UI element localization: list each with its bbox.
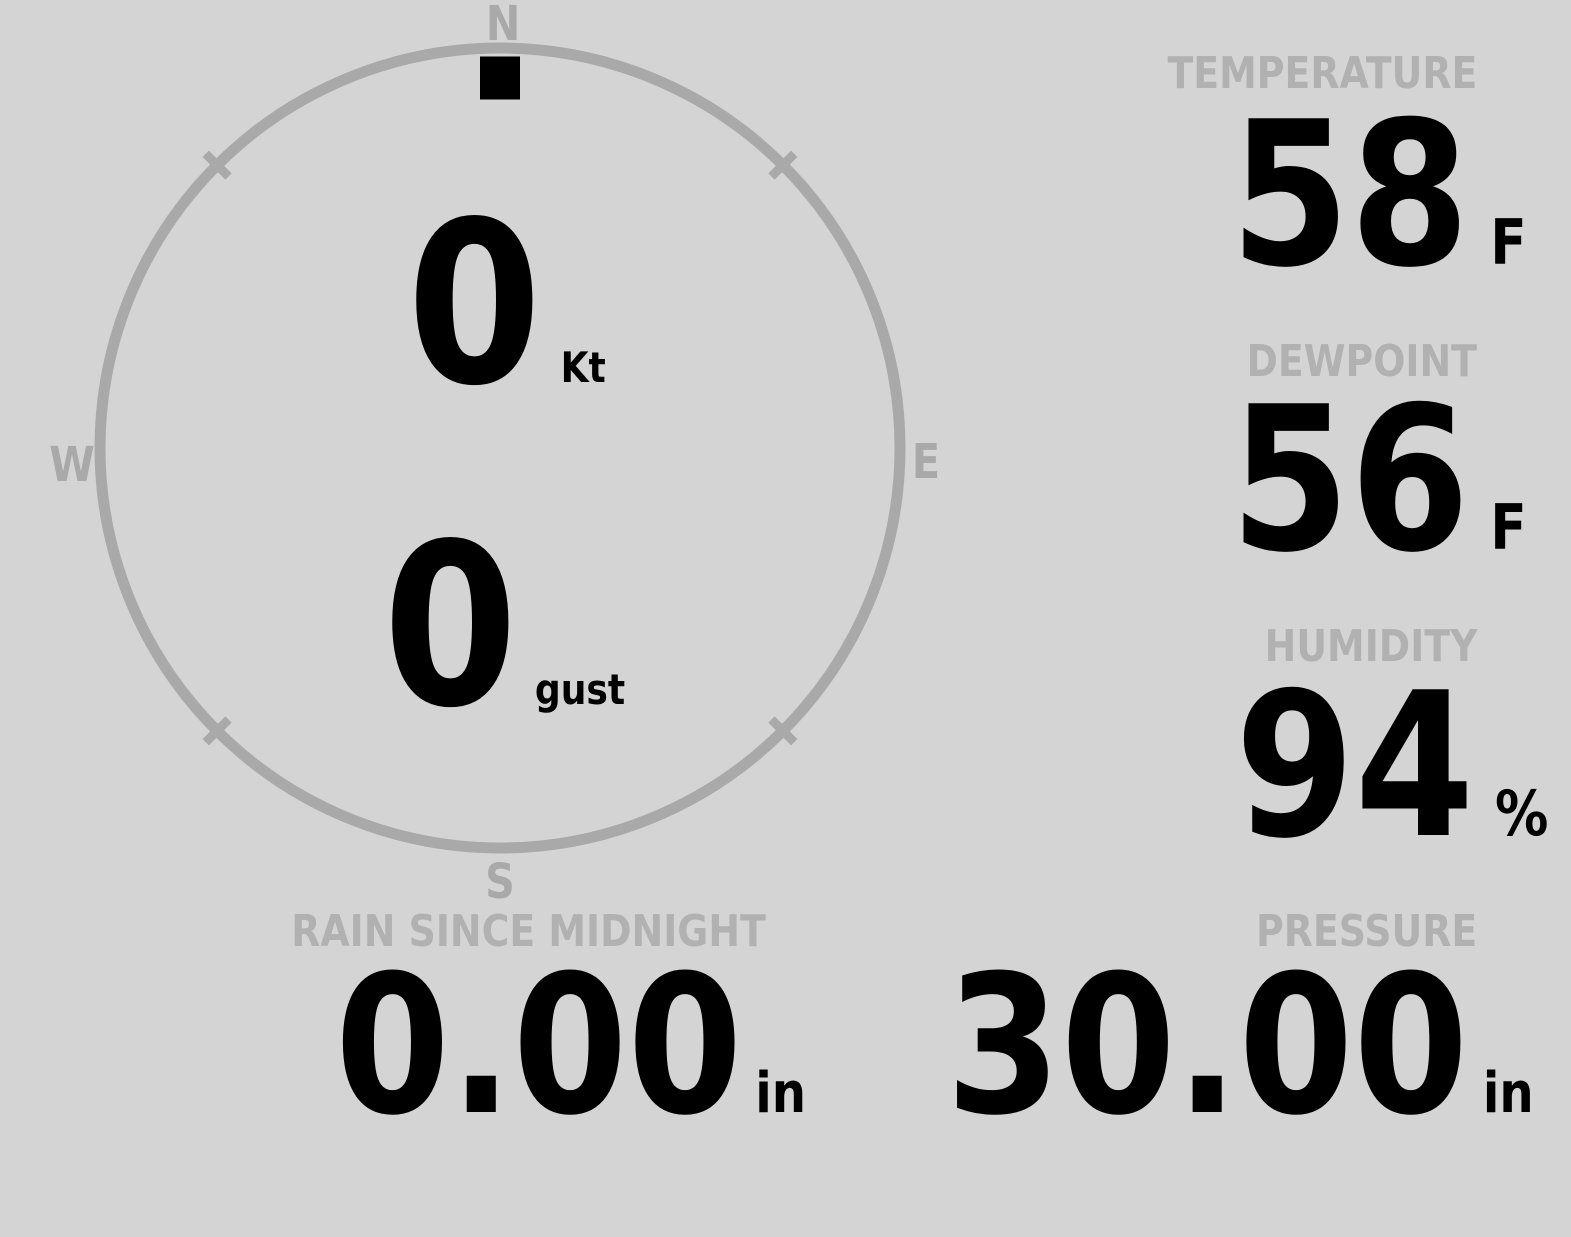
tick-sw (202, 716, 232, 746)
wind-gust-value: 0 (383, 496, 518, 758)
temperature-label: TEMPERATURE (1167, 48, 1477, 99)
dewpoint-value: 56 (1230, 364, 1470, 597)
dewpoint-label: DEWPOINT (1246, 336, 1477, 387)
wind-gust-unit: gust (534, 665, 626, 714)
rain-value: 0.00 (335, 935, 743, 1158)
tick-ne (768, 150, 798, 180)
tick-nw (202, 150, 232, 180)
pressure-label: PRESSURE (1255, 906, 1477, 957)
compass-label-south: S (485, 854, 515, 910)
compass-label-north: N (485, 0, 521, 52)
wind-speed-value: 0 (407, 174, 542, 436)
temperature-unit: F (1490, 206, 1527, 279)
wind-speed-unit: Kt (560, 343, 606, 392)
dewpoint-reading: 56 F (1231, 381, 1527, 581)
humidity-reading: 94 % (1235, 667, 1548, 867)
humidity-label: HUMIDITY (1264, 621, 1477, 672)
wind-gust: 0 gust (383, 515, 625, 740)
rain-label: RAIN SINCE MIDNIGHT (291, 906, 766, 957)
compass-ring (94, 42, 906, 854)
dewpoint-unit: F (1490, 491, 1527, 564)
compass-label-west: W (49, 437, 95, 493)
pressure-unit: in (1482, 1061, 1534, 1126)
pressure-reading: 30.00 in (946, 951, 1534, 1143)
humidity-unit: % (1494, 777, 1548, 850)
wind-speed: 0 Kt (407, 193, 606, 418)
humidity-value: 94 (1234, 650, 1474, 883)
temperature-reading: 58 F (1231, 96, 1527, 296)
rain-reading: 0.00 in (335, 951, 806, 1143)
pressure-value: 30.00 (946, 935, 1469, 1158)
compass-diagonal-ticks (202, 150, 798, 746)
tick-se (768, 716, 798, 746)
temperature-value: 58 (1230, 79, 1470, 312)
rain-unit: in (755, 1061, 807, 1126)
wind-direction-marker (480, 56, 520, 100)
compass-label-east: E (911, 434, 941, 490)
